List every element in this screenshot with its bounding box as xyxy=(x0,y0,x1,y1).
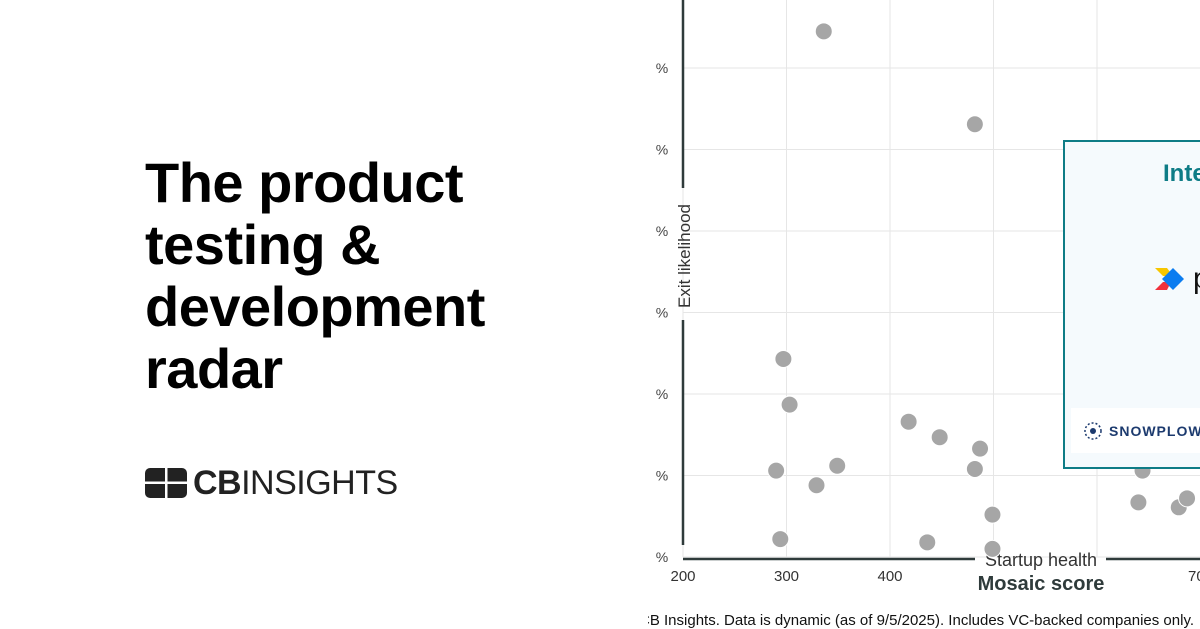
p-logo-icon xyxy=(1155,268,1184,290)
y-tick-label: % xyxy=(656,305,668,321)
data-point xyxy=(965,115,984,134)
data-point xyxy=(971,439,990,458)
x-tick-label: 200 xyxy=(670,568,695,585)
x-axis-sublabel: Startup health xyxy=(985,550,1097,570)
footnote-text: CB Insights. Data is dynamic (as of 9/5/… xyxy=(648,612,1194,629)
y-tick-label: % xyxy=(656,142,668,158)
data-point xyxy=(918,533,937,552)
y-tick-label: % xyxy=(656,223,668,239)
cb-insights-logo: CBINSIGHTS xyxy=(145,466,398,500)
data-point xyxy=(1178,489,1197,508)
data-point xyxy=(899,412,918,431)
company-logo-snowplow: SNOWPLOW xyxy=(1071,408,1200,453)
data-point xyxy=(774,349,793,368)
y-tick-label: % xyxy=(656,468,668,484)
data-point xyxy=(1129,493,1148,512)
data-point xyxy=(780,395,799,414)
x-tick-label: 400 xyxy=(877,568,902,585)
y-tick-label: % xyxy=(656,386,668,402)
y-axis-label: Exit likelihood xyxy=(675,204,694,308)
data-point xyxy=(983,539,1002,558)
data-point xyxy=(965,459,984,478)
cb-insights-mark-icon xyxy=(145,468,187,498)
logo-text-insights: INSIGHTS xyxy=(241,464,398,502)
data-point xyxy=(930,428,949,447)
snowplow-text: SNOWPLOW xyxy=(1109,422,1200,439)
data-point xyxy=(771,530,790,549)
source-footnote: CB Insights. Data is dynamic (as of 9/5/… xyxy=(648,612,1200,629)
data-point xyxy=(807,476,826,495)
page-title: The product testing & development radar xyxy=(145,151,485,400)
company-logo-p: p xyxy=(1155,262,1200,296)
highlight-box-title: Inte xyxy=(1163,160,1200,187)
x-axis-label: Mosaic score xyxy=(978,573,1105,595)
data-point xyxy=(767,461,786,480)
highlight-box: Inte p SNOWPLOW xyxy=(1063,140,1200,469)
data-point xyxy=(983,505,1002,524)
x-tick-label: 700 xyxy=(1188,568,1200,585)
y-tick-label: % xyxy=(656,60,668,76)
data-point xyxy=(814,22,833,41)
x-tick-label: 300 xyxy=(774,568,799,585)
data-point xyxy=(828,456,847,475)
snowplow-icon xyxy=(1084,421,1102,440)
y-tick-label: % xyxy=(656,549,668,565)
p-logo-text: p xyxy=(1193,262,1200,296)
logo-text-cb: CB xyxy=(193,464,242,502)
